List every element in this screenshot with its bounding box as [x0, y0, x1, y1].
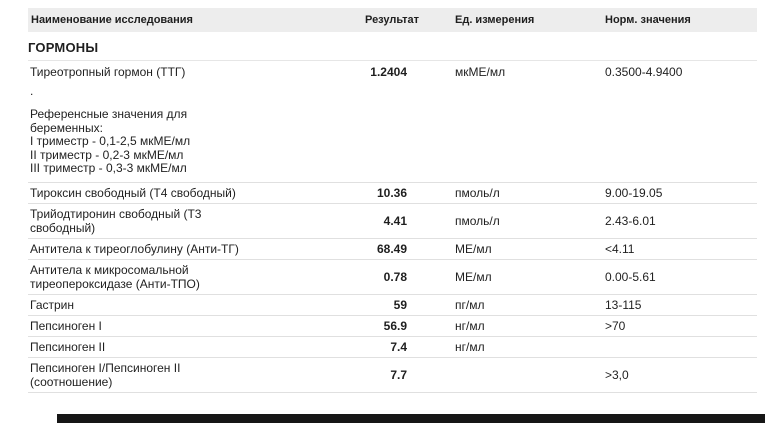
test-unit: мкМЕ/мл	[455, 65, 506, 79]
test-norm: >70	[605, 318, 626, 333]
test-unit: пг/мл	[455, 297, 485, 312]
table-row: Пепсиноген I/Пепсиноген II (соотношение)…	[28, 358, 757, 393]
test-unit: МЕ/мл	[455, 269, 492, 284]
test-note-line: III триместр - 0,3-3 мкМЕ/мл	[30, 161, 187, 175]
column-header-result: Результат	[365, 14, 420, 26]
test-name: Пепсиноген I/Пепсиноген II (соотношение)	[30, 360, 181, 389]
test-unit: пмоль/л	[455, 185, 500, 200]
table-row: Антитела к тиреоглобулину (Анти-ТГ) 68.4…	[28, 239, 757, 260]
test-note-dot: .	[30, 84, 34, 98]
test-name: Гастрин	[30, 297, 74, 312]
test-note-line: II триместр - 0,2-3 мкМЕ/мл	[30, 147, 184, 162]
test-name: Пепсиноген I	[30, 318, 102, 333]
table-row: Трийодтиронин свободный (Т3 свободный) 4…	[28, 204, 757, 239]
test-result: 7.4	[390, 339, 407, 354]
test-note-line: I триместр - 0,1-2,5 мкМЕ/мл	[30, 134, 191, 148]
test-result: 59	[393, 297, 407, 312]
test-result: 1.2404	[370, 65, 407, 79]
test-result: 10.36	[376, 185, 407, 200]
test-name: Антитела к тиреоглобулину (Анти-ТГ)	[30, 241, 239, 256]
test-note-line: Референсные значения для беременных:	[30, 107, 188, 135]
test-norm: 2.43-6.01	[605, 213, 656, 228]
table-row: Пепсиноген II 7.4 нг/мл	[28, 337, 757, 358]
test-norm: 0.3500-4.9400	[605, 65, 683, 79]
table-row: Антитела к микросомальной тиреопероксида…	[28, 260, 757, 295]
test-result: 4.41	[383, 213, 407, 228]
column-header-unit: Ед. измерения	[455, 14, 535, 26]
section-title-hormones: ГОРМОНЫ	[28, 32, 757, 61]
test-name-cell: Тиреотропный гормон (ТТГ) . Референсные …	[28, 65, 250, 176]
table-row: Пепсиноген I 56.9 нг/мл >70	[28, 316, 757, 337]
table-row: Гастрин 59 пг/мл 13-115	[28, 295, 757, 316]
test-norm: <4.11	[605, 241, 635, 256]
column-header-norm: Норм. значения	[605, 14, 691, 26]
column-header-test-name: Наименование исследования	[31, 14, 193, 26]
table-row: Тироксин свободный (Т4 свободный) 10.36 …	[28, 183, 757, 204]
test-result: 68.49	[376, 241, 407, 256]
test-norm: 0.00-5.61	[605, 269, 656, 284]
test-norm: 9.00-19.05	[605, 185, 663, 200]
lab-results-table: Наименование исследования Результат Ед. …	[28, 8, 757, 393]
test-name: Антитела к микросомальной тиреопероксида…	[30, 262, 200, 291]
test-result: 0.78	[383, 269, 407, 284]
test-name: Тиреотропный гормон (ТТГ)	[30, 65, 186, 79]
test-norm: 13-115	[605, 297, 642, 312]
bottom-dark-bar	[57, 414, 765, 423]
test-result: 56.9	[383, 318, 407, 333]
test-unit: нг/мл	[455, 318, 485, 333]
test-name: Тироксин свободный (Т4 свободный)	[30, 185, 236, 200]
test-result: 7.7	[390, 367, 407, 382]
test-unit: нг/мл	[455, 339, 485, 354]
test-norm: >3,0	[605, 367, 629, 382]
table-row: Тиреотропный гормон (ТТГ) . Референсные …	[28, 61, 757, 183]
test-unit: МЕ/мл	[455, 241, 492, 256]
test-name: Пепсиноген II	[30, 339, 106, 354]
test-unit: пмоль/л	[455, 213, 500, 228]
table-header-row: Наименование исследования Результат Ед. …	[28, 8, 757, 32]
test-name: Трийодтиронин свободный (Т3 свободный)	[30, 206, 202, 235]
